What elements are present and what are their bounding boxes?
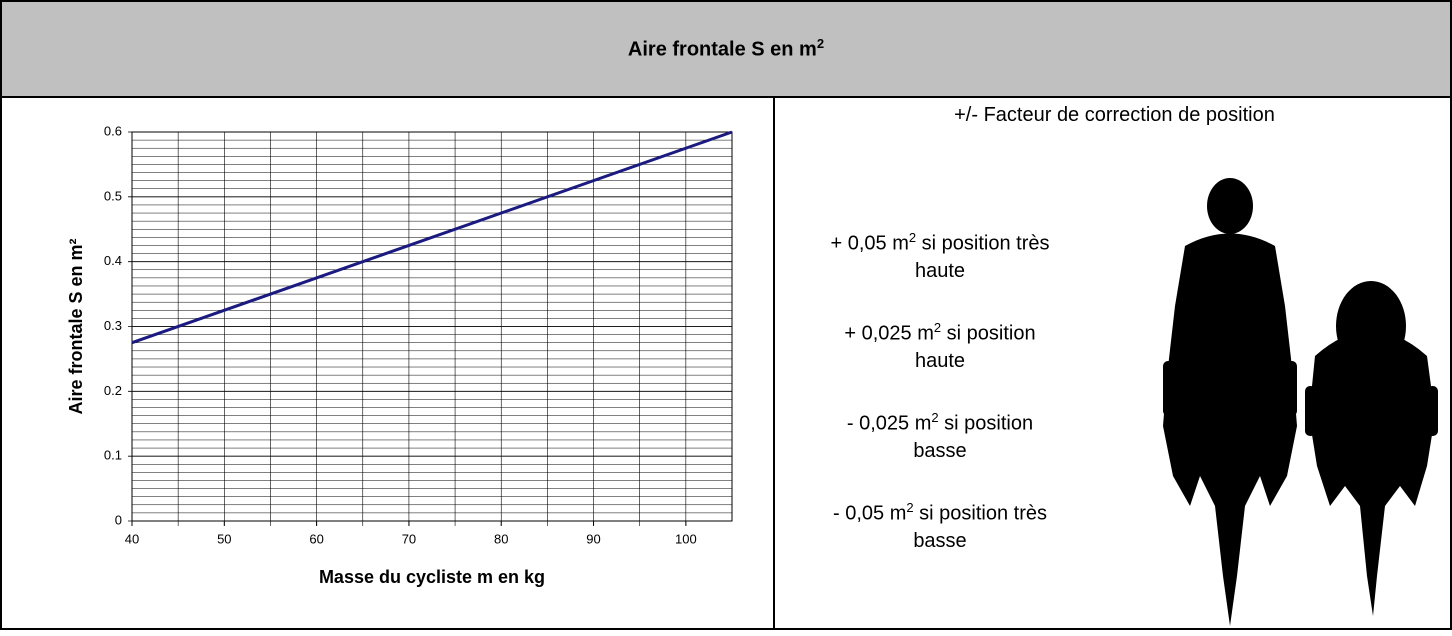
chart-cell: 0 0.1 0.2 0.3 0.4 0.5 0.6 40 50 60 70 80 90 100 Masse … (0, 96, 775, 630)
x-tick-label: 60 (309, 531, 323, 546)
correction-line2: basse (913, 439, 967, 462)
cyclists-illustration (1163, 178, 1438, 626)
correction-line2: haute (914, 259, 966, 282)
plot-frame (131, 131, 733, 522)
x-tick-label: 40 (125, 531, 139, 546)
y-tick-label: 0.5 (104, 188, 122, 203)
correction-heading: +/- Facteur de correction de position (954, 104, 1275, 126)
header: Aire frontale S en m2 (0, 0, 1452, 98)
correction-after: si position très (916, 232, 1050, 255)
y-axis-label: Aire frontale S en m² (66, 238, 86, 414)
title: Aire frontale S en m2 (628, 36, 824, 62)
y-tick-label: 0.3 (104, 318, 122, 333)
correction-sup: 2 (933, 320, 942, 335)
correction-before: + 0,025 m (844, 322, 934, 345)
correction-item: + 0,05 m2 si position très haute (770, 224, 1110, 285)
correction-after: si position (941, 322, 1036, 345)
correction-item: - 0,05 m2 si position très basse (770, 494, 1110, 555)
correction-sup: 2 (906, 500, 914, 515)
title-text: Aire frontale S en m (627, 38, 817, 61)
y-tick-label: 0.6 (104, 123, 122, 138)
y-tick-label: 0 (115, 512, 122, 527)
correction-sup: 2 (908, 230, 917, 245)
x-tick-label: 90 (586, 531, 600, 546)
x-tick-label: 50 (217, 531, 231, 546)
correction-item: + 0,025 m2 si position haute (770, 314, 1110, 375)
y-tick-label: 0.4 (104, 253, 122, 268)
y-tick-label: 0.1 (104, 448, 122, 463)
correction-before: - 0,05 m (833, 502, 907, 525)
x-tick-label: 80 (494, 531, 508, 546)
x-tick-label: 70 (402, 531, 416, 546)
correction-before: - 0,025 m (846, 412, 932, 435)
correction-after: si position très (913, 502, 1047, 525)
correction-sup: 2 (931, 410, 939, 425)
correction-after: si position (938, 412, 1034, 435)
x-tick-label: 100 (675, 531, 697, 546)
correction-before: + 0,05 m (830, 232, 909, 255)
chart: 0 0.1 0.2 0.3 0.4 0.5 0.6 40 50 60 70 80 90 100 Masse … (66, 123, 733, 587)
correction-cell: +/- Facteur de correction de position + … (773, 96, 1452, 630)
x-axis-label: Masse du cycliste m en kg (319, 567, 545, 587)
y-tick-label: 0.2 (104, 383, 122, 398)
correction-line2: haute (914, 349, 966, 372)
data-line (131, 130, 733, 345)
title-sup: 2 (816, 36, 825, 52)
correction-line2: basse (913, 529, 967, 552)
correction-item: - 0,025 m2 si position basse (770, 404, 1110, 465)
